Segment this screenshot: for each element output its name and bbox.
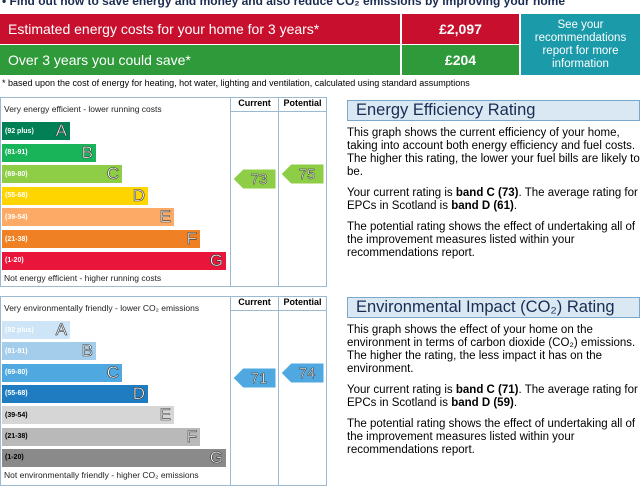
text: band D (61) (451, 200, 514, 212)
rating-value: 74 (299, 365, 316, 382)
text: band C (73) (455, 187, 519, 199)
energy-panel: Energy Efficiency Rating This graph show… (347, 100, 640, 268)
bottom-note: Not environmentally friendly - higher CO… (4, 470, 199, 481)
rating-arrow: 71 (233, 367, 277, 389)
band-letter: D (132, 185, 145, 205)
band-letter: F (186, 229, 197, 249)
chart-frame (0, 97, 327, 287)
arrow-shape (233, 367, 277, 389)
rating-band: (69-80) C (2, 362, 122, 382)
estimated-label: Estimated energy costs for your home for… (0, 14, 400, 44)
band-range: (1-20) (5, 257, 24, 265)
paragraph: The potential rating shows the effect of… (347, 221, 636, 259)
rating-band: (1-20) G (2, 447, 226, 467)
text: Your current rating is (347, 187, 456, 199)
header-text: Find out how to save energy and money an… (9, 0, 565, 8)
rating-band: (81-91) B (2, 341, 96, 361)
bottom-note: Not energy efficient - higher running co… (4, 273, 162, 284)
band-letter: E (159, 405, 171, 425)
column-header: Current (238, 297, 271, 307)
save-value: £204 (402, 45, 519, 75)
band-range: (39-54) (5, 411, 28, 419)
rating-band: (92 plus) A (2, 320, 70, 340)
band-letter: F (186, 426, 197, 446)
band-range: (81-91) (5, 149, 28, 157)
panel-heading: Environmental Impact (CO₂) Rating (347, 297, 640, 318)
column-line (278, 97, 279, 287)
rating-band: (55-68) D (2, 185, 148, 205)
band-letter: A (55, 121, 67, 141)
text: . (513, 200, 518, 212)
band-letter: C (106, 164, 119, 184)
paragraph: This graph shows the effect of your home… (347, 324, 636, 375)
text: . The average rating for EPCs in Scotlan… (347, 187, 638, 212)
rating-band: (39-54) E (2, 207, 174, 227)
band-letter: B (81, 341, 93, 361)
rating-band: (39-54) E (2, 405, 174, 425)
rating-value: 71 (251, 370, 268, 387)
footnote: * based upon the cost of energy for heat… (2, 78, 470, 88)
column-line (278, 296, 279, 486)
band-letter: B (81, 142, 93, 162)
rating-band: (81-91) B (2, 142, 96, 162)
rating-band: (21-38) F (2, 426, 200, 446)
band-range: (39-54) (5, 213, 28, 221)
band-range: (55-68) (5, 192, 28, 200)
rating-arrow: 75 (281, 163, 325, 185)
see-report: See your recommendations report for more… (521, 14, 640, 75)
column-header: Potential (283, 98, 322, 108)
band-letter: E (159, 207, 171, 227)
column-line (230, 97, 231, 287)
environment-panel: Environmental Impact (CO₂) Rating This g… (347, 297, 640, 465)
band-range: (81-91) (5, 347, 28, 355)
rating-band: (21-38) F (2, 229, 200, 249)
text: band D (59) (451, 397, 514, 409)
band-letter: D (132, 383, 145, 404)
paragraph: Your current rating is band C (71). The … (347, 384, 640, 410)
band-letter: A (55, 320, 67, 340)
band-range: (21-38) (5, 433, 28, 440)
arrow-shape (281, 163, 325, 185)
band-range: (1-20) (5, 454, 24, 462)
rating-value: 75 (299, 166, 316, 183)
top-note: Very energy efficient - lower running co… (4, 104, 162, 114)
rating-band: (55-68) D (2, 383, 148, 404)
rating-arrow: 74 (281, 362, 325, 384)
rating-band: (1-20) G (2, 250, 226, 270)
rating-value: 73 (251, 171, 268, 188)
text: band C (71) (455, 384, 519, 396)
rating-band: (92 plus) A (2, 121, 70, 141)
band-letter: G (209, 447, 223, 467)
save-label: Over 3 years you could save* (0, 45, 400, 75)
paragraph: The potential rating shows the effect of… (347, 418, 636, 456)
band-letter: C (106, 362, 119, 382)
panel-heading: Energy Efficiency Rating (347, 100, 640, 121)
text: Your current rating is (347, 384, 456, 396)
paragraph: This graph shows the current efficiency … (347, 127, 640, 178)
rating-arrow: 73 (233, 168, 277, 190)
header-line (230, 310, 327, 311)
arrow-shape (233, 168, 277, 190)
band-range: (21-38) (5, 235, 28, 243)
paragraph: Your current rating is band C (73). The … (347, 187, 640, 213)
column-header: Potential (283, 297, 322, 307)
band-letter: G (209, 250, 223, 270)
band-range: (55-68) (5, 390, 28, 398)
band-range: (92 plus) (5, 326, 34, 334)
band-range: (92 plus) (5, 127, 34, 135)
top-note: Very environmentally friendly - lower CO… (4, 303, 200, 313)
header-line: • Find out how to save energy and money … (2, 0, 565, 8)
band-range: (69-80) (5, 170, 28, 178)
estimated-value: £2,097 (402, 14, 519, 44)
header-line (230, 111, 327, 112)
rating-band: (69-80) C (2, 164, 122, 184)
column-header: Current (238, 98, 271, 108)
band-range: (69-80) (5, 369, 28, 377)
arrow-shape (281, 362, 325, 384)
column-line (230, 296, 231, 486)
text: . (513, 397, 518, 409)
text: . The average rating for EPCs in Scotlan… (347, 384, 638, 409)
